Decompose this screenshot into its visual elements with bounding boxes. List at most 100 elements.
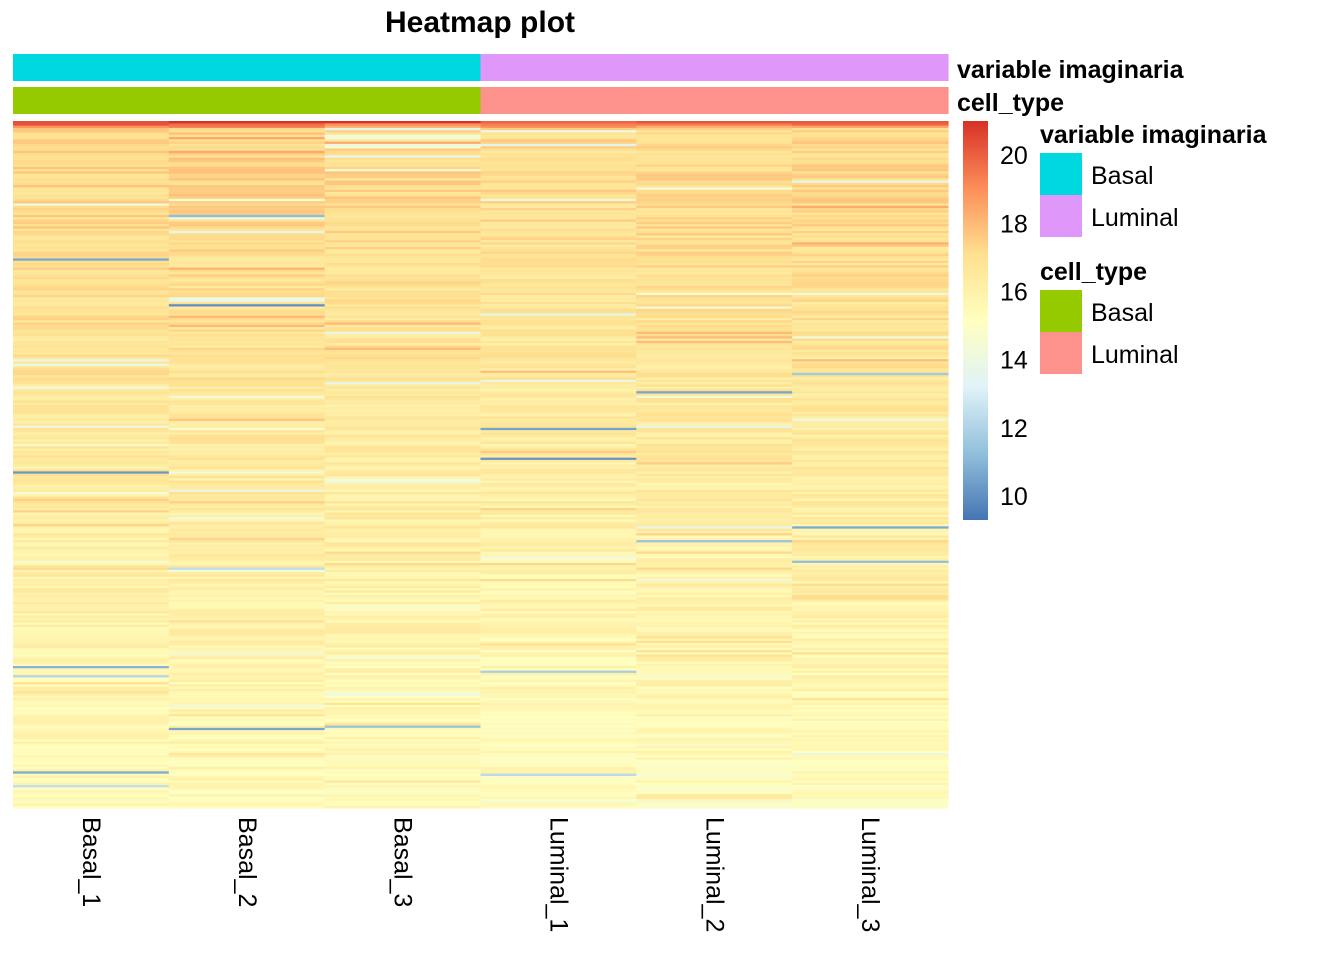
- heatmap-cell: [792, 427, 949, 431]
- heatmap-cell: [13, 489, 170, 493]
- heatmap-cell: [480, 217, 637, 221]
- heatmap-cell: [324, 498, 482, 502]
- heatmap-cell: [792, 462, 949, 466]
- heatmap-cell: [636, 221, 793, 225]
- heatmap-cell: [168, 324, 326, 328]
- heatmap-cell: [792, 592, 949, 596]
- heatmap-cell: [324, 350, 482, 353]
- heatmap-cell: [480, 528, 637, 532]
- heatmap-cell: [636, 663, 793, 667]
- heatmap-cell: [480, 240, 637, 243]
- heatmap-cell: [792, 409, 949, 413]
- heatmap-cell: [13, 134, 170, 138]
- heatmap-cell: [324, 274, 482, 278]
- heatmap-cell: [792, 798, 949, 802]
- heatmap-cell: [480, 244, 637, 248]
- heatmap-cell: [480, 391, 637, 395]
- heatmap-cell: [324, 345, 482, 349]
- heatmap-cell: [480, 333, 637, 337]
- heatmap-cell: [13, 698, 170, 701]
- heatmap-cell: [13, 585, 170, 589]
- heatmap-cell: [168, 150, 326, 154]
- heatmap-cell: [792, 262, 949, 266]
- heatmap-cell: [792, 640, 949, 644]
- heatmap-cell: [480, 370, 637, 374]
- heatmap-cell: [792, 624, 949, 628]
- heatmap-cell: [168, 242, 326, 246]
- heatmap-cell: [636, 695, 793, 699]
- heatmap-cell: [168, 521, 326, 525]
- heatmap-cell: [324, 659, 482, 663]
- heatmap-cell: [13, 166, 170, 170]
- heatmap-cell: [636, 576, 793, 580]
- heatmap-cell: [636, 414, 793, 418]
- heatmap-cell: [168, 178, 326, 182]
- heatmap-cell: [168, 551, 326, 555]
- heatmap-cell: [13, 146, 170, 150]
- heatmap-cell: [480, 803, 637, 807]
- heatmap-cell: [480, 212, 637, 216]
- heatmap-cell: [480, 457, 637, 461]
- heatmap-cell: [480, 666, 637, 669]
- heatmap-cell: [636, 304, 793, 308]
- heatmap-cell: [324, 457, 482, 461]
- heatmap-cell: [324, 150, 482, 154]
- heatmap-cell: [792, 617, 949, 621]
- heatmap-cell: [168, 146, 326, 150]
- heatmap-cell: [636, 730, 793, 734]
- heatmap-cell: [168, 723, 326, 727]
- heatmap-cell: [13, 173, 170, 177]
- heatmap-cell: [168, 443, 326, 447]
- heatmap-cell: [324, 606, 482, 610]
- heatmap-cell: [324, 368, 482, 372]
- heatmap-cell: [480, 746, 637, 750]
- heatmap-cell: [792, 169, 949, 172]
- heatmap-cell: [792, 164, 949, 168]
- heatmap-cell: [13, 466, 170, 470]
- heatmap-cell: [13, 437, 170, 440]
- heatmap-cell: [480, 201, 637, 205]
- heatmap-cell: [636, 141, 793, 145]
- heatmap-cell: [324, 496, 482, 500]
- heatmap-cell: [324, 166, 482, 170]
- heatmap-cell: [792, 441, 949, 445]
- heatmap-cell: [13, 546, 170, 550]
- heatmap-cell: [636, 791, 793, 795]
- annotation-cell: [792, 54, 949, 81]
- heatmap-cell: [168, 739, 326, 743]
- heatmap-cell: [168, 746, 326, 750]
- heatmap-cell: [792, 407, 949, 411]
- heatmap-cell: [324, 304, 482, 308]
- heatmap-cell: [168, 249, 326, 253]
- heatmap-cell: [792, 620, 949, 624]
- heatmap-cell: [168, 679, 326, 683]
- heatmap-cell: [480, 210, 637, 214]
- heatmap-cell: [636, 203, 793, 207]
- heatmap-cell: [13, 221, 170, 225]
- heatmap-cell: [480, 633, 637, 637]
- heatmap-cell: [324, 137, 482, 140]
- heatmap-cell: [13, 299, 170, 303]
- heatmap-cell: [480, 203, 637, 207]
- legend-swatch: [1040, 153, 1082, 195]
- heatmap-cell: [168, 437, 326, 440]
- heatmap-cell: [792, 588, 949, 592]
- heatmap-cell: [480, 379, 637, 383]
- heatmap-cell: [792, 581, 949, 585]
- heatmap-cell: [13, 379, 170, 383]
- heatmap-cell: [480, 560, 637, 564]
- heatmap-cell: [324, 191, 482, 195]
- heatmap-cell: [480, 134, 637, 138]
- heatmap-cell: [13, 718, 170, 722]
- heatmap-cell: [792, 730, 949, 734]
- heatmap-cell: [168, 764, 326, 768]
- heatmap-cell: [480, 127, 637, 131]
- heatmap-cell: [792, 201, 949, 205]
- heatmap-cell: [13, 262, 170, 266]
- heatmap-cell: [792, 666, 949, 669]
- heatmap-cell: [324, 617, 482, 621]
- heatmap-cell: [13, 551, 170, 555]
- heatmap-cell: [636, 182, 793, 186]
- heatmap-cell: [636, 569, 793, 573]
- heatmap-cell: [168, 491, 326, 495]
